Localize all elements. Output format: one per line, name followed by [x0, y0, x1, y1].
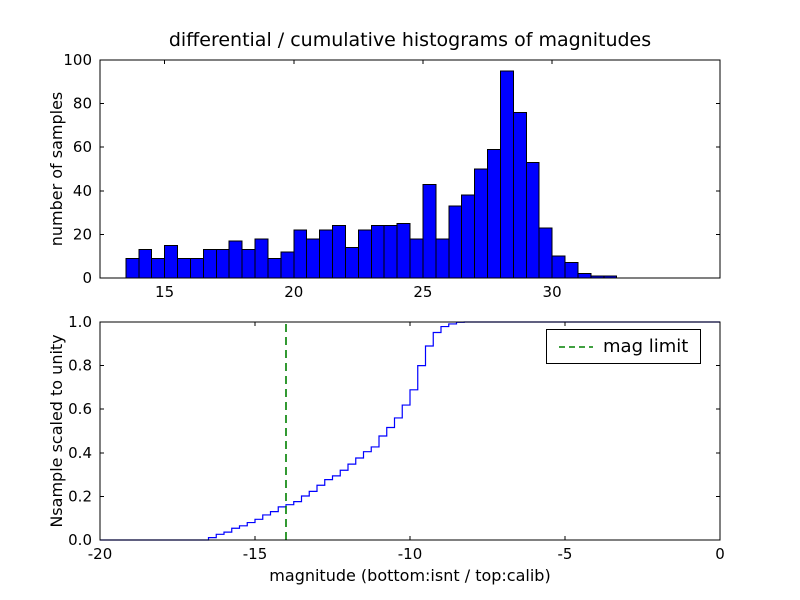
- y-tick-label: 20: [73, 225, 92, 243]
- histogram-bar: [525, 161, 540, 279]
- histogram-bar: [344, 246, 359, 279]
- y-tick-label: 0.4: [68, 444, 92, 462]
- y-tick-label: 80: [73, 95, 92, 113]
- histogram-bar: [577, 273, 592, 279]
- histogram-bar: [461, 194, 476, 279]
- x-tick-label: -5: [558, 545, 573, 563]
- histogram-bar: [538, 227, 553, 279]
- histogram-bar: [293, 229, 308, 279]
- legend: mag limit: [546, 329, 702, 364]
- cumulative-step-line: [100, 321, 720, 541]
- histogram-bar: [319, 229, 334, 279]
- histogram-bar: [138, 249, 153, 279]
- histogram-bar: [499, 70, 514, 279]
- x-tick-label: 30: [543, 283, 562, 301]
- histogram-bar: [267, 257, 282, 279]
- x-axis-label: magnitude (bottom:isnt / top:calib): [269, 566, 551, 585]
- histogram-bar: [241, 249, 256, 279]
- y-tick-label: 40: [73, 182, 92, 200]
- axes-frame: [99, 321, 721, 541]
- x-tick-label: -20: [88, 545, 113, 563]
- histogram-bar: [487, 148, 501, 279]
- histogram-bar: [332, 225, 346, 279]
- x-tick-label: 0: [715, 545, 725, 563]
- histogram-bar: [189, 257, 204, 279]
- histogram-bar: [164, 244, 178, 279]
- x-tick-label: 15: [155, 283, 174, 301]
- bottom-y-axis-label: Nsample scaled to unity: [47, 334, 66, 528]
- y-tick-label: 100: [63, 51, 92, 69]
- histogram-bar: [409, 238, 424, 279]
- histogram-bar: [551, 255, 566, 279]
- histogram-bar: [202, 249, 217, 279]
- y-tick-label: 60: [73, 138, 92, 156]
- histogram-bar: [396, 223, 411, 279]
- chart-title: differential / cumulative histograms of …: [168, 29, 652, 51]
- histogram-bar: [512, 111, 527, 279]
- y-tick-label: 0.2: [68, 487, 92, 505]
- y-tick-label: 0.0: [68, 531, 92, 549]
- histogram-bar: [254, 238, 269, 279]
- histogram-bar: [177, 257, 191, 279]
- histogram-bar: [474, 168, 489, 279]
- legend-label: mag limit: [603, 336, 689, 357]
- histogram-bar: [448, 205, 463, 279]
- histogram-bar: [306, 238, 321, 279]
- histogram-bar: [125, 257, 140, 279]
- histogram-bar: [370, 225, 385, 279]
- histogram-bar: [215, 249, 230, 279]
- y-tick-label: 0.6: [68, 400, 92, 418]
- histogram-bar: [151, 257, 166, 279]
- y-tick-label: 0: [82, 269, 92, 287]
- histogram-bar: [564, 262, 579, 279]
- histogram-bar: [357, 229, 372, 279]
- legend-dashed-line-icon: [559, 345, 593, 348]
- y-tick-label: 1.0: [68, 313, 92, 331]
- histogram-bar: [422, 183, 437, 279]
- x-tick-label: 20: [284, 283, 303, 301]
- histogram-bar: [280, 251, 295, 279]
- histogram-bar: [435, 238, 450, 279]
- axes-frame: [99, 59, 721, 279]
- histogram-bar: [383, 225, 398, 279]
- y-tick-label: 0.8: [68, 357, 92, 375]
- histogram-bar: [228, 240, 243, 279]
- x-tick-label: -10: [398, 545, 423, 563]
- x-tick-label: -15: [243, 545, 268, 563]
- top-y-axis-label: number of samples: [47, 91, 66, 247]
- x-tick-label: 25: [413, 283, 432, 301]
